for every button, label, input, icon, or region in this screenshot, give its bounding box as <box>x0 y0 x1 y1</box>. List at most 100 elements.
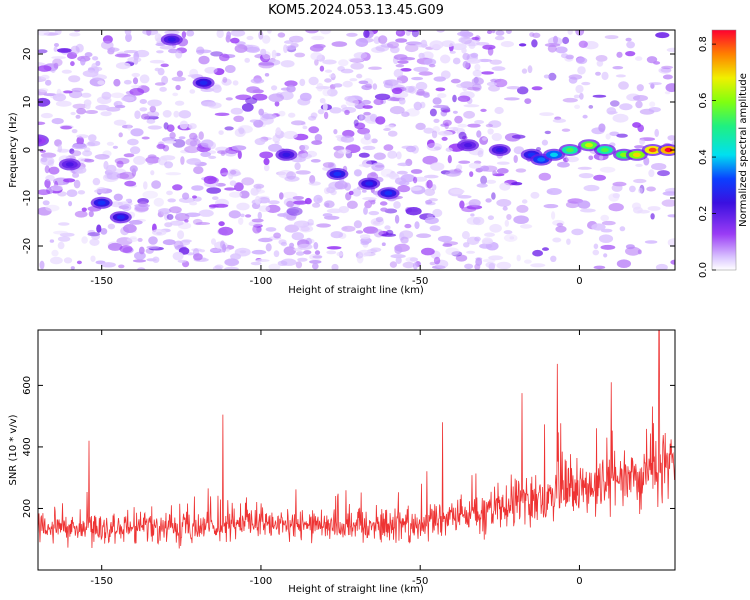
noise-blob <box>474 63 481 71</box>
noise-blob <box>121 203 132 212</box>
noise-blob <box>337 66 345 72</box>
noise-blob <box>61 69 72 74</box>
noise-blob <box>608 203 624 212</box>
noise-blob <box>381 242 386 246</box>
noise-blob <box>391 87 403 95</box>
noise-blob <box>200 87 215 92</box>
noise-blob <box>118 132 123 138</box>
noise-blob <box>484 232 495 237</box>
noise-blob <box>131 85 142 89</box>
noise-blob <box>384 124 395 129</box>
noise-blob <box>147 125 162 130</box>
noise-blob <box>395 63 405 68</box>
noise-blob <box>437 235 453 243</box>
ridge-core <box>537 157 546 162</box>
noise-blob <box>272 134 281 143</box>
noise-blob <box>220 167 229 177</box>
noise-blob <box>619 103 633 111</box>
noise-blob <box>182 192 190 200</box>
noise-blob <box>657 170 670 177</box>
noise-blob <box>543 74 550 79</box>
noise-blob <box>224 187 236 191</box>
noise-blob <box>118 264 125 269</box>
noise-blob <box>667 214 675 218</box>
noise-blob <box>381 233 397 237</box>
noise-blob <box>314 58 319 66</box>
noise-blob <box>322 59 337 65</box>
noise-blob <box>198 209 214 217</box>
noise-blob <box>258 62 275 66</box>
noise-blob <box>506 214 512 220</box>
noise-blob <box>433 76 446 82</box>
noise-blob <box>101 40 114 50</box>
noise-blob <box>429 108 437 117</box>
noise-blob <box>488 85 500 92</box>
noise-blob <box>341 225 356 232</box>
noise-blob <box>68 75 81 83</box>
noise-blob <box>322 162 334 168</box>
noise-blob <box>581 81 591 86</box>
noise-blob <box>565 156 579 163</box>
noise-blob <box>342 129 355 138</box>
noise-blob <box>509 236 515 240</box>
noise-blob <box>45 79 52 86</box>
ridge-core <box>632 152 641 157</box>
x-tick-label: -50 <box>412 576 428 587</box>
ridge-core <box>365 181 374 186</box>
noise-blob <box>220 240 225 249</box>
noise-blob <box>166 214 174 220</box>
ridge-core <box>648 147 657 153</box>
noise-blob <box>208 155 217 159</box>
noise-blob <box>308 181 321 186</box>
noise-blob <box>400 68 412 72</box>
noise-blob <box>324 202 330 208</box>
noise-blob <box>218 226 234 236</box>
noise-blob <box>162 239 176 246</box>
noise-blob <box>349 78 358 82</box>
noise-blob <box>344 95 356 102</box>
noise-blob <box>363 30 370 38</box>
noise-blob <box>234 182 244 192</box>
noise-blob <box>409 186 422 191</box>
noise-blob <box>230 107 243 115</box>
noise-blob <box>397 162 411 167</box>
noise-blob <box>150 170 155 176</box>
noise-blob <box>532 32 541 38</box>
noise-blob <box>331 263 339 270</box>
noise-blob <box>457 195 472 199</box>
noise-blob <box>126 237 139 243</box>
noise-blob <box>279 192 284 200</box>
noise-blob <box>616 259 632 269</box>
noise-blob <box>477 58 492 63</box>
noise-blob <box>474 120 485 124</box>
noise-blob <box>323 111 329 120</box>
noise-blob <box>122 224 137 233</box>
noise-blob <box>456 164 463 171</box>
noise-blob <box>100 111 112 117</box>
noise-blob <box>251 249 267 255</box>
noise-blob <box>442 243 453 247</box>
snr-frame <box>37 329 676 571</box>
noise-blob <box>487 215 494 220</box>
noise-blob <box>644 240 658 244</box>
noise-blob <box>634 145 645 149</box>
noise-blob <box>651 163 667 171</box>
noise-blob <box>329 107 342 114</box>
noise-blob <box>494 106 504 115</box>
noise-blob <box>273 232 281 239</box>
noise-blob <box>174 100 185 106</box>
noise-blob <box>134 110 141 119</box>
noise-blob <box>477 150 484 158</box>
noise-blob <box>222 76 228 83</box>
noise-blob <box>578 40 588 48</box>
noise-blob <box>395 38 408 43</box>
noise-blob <box>155 42 166 47</box>
noise-blob <box>616 133 628 138</box>
noise-blob <box>461 47 467 54</box>
ridge-core <box>199 80 208 86</box>
ridge-core <box>565 147 574 153</box>
noise-blob <box>72 172 80 178</box>
noise-blob <box>344 109 350 115</box>
noise-blob <box>97 80 105 85</box>
noise-blob <box>646 56 658 64</box>
